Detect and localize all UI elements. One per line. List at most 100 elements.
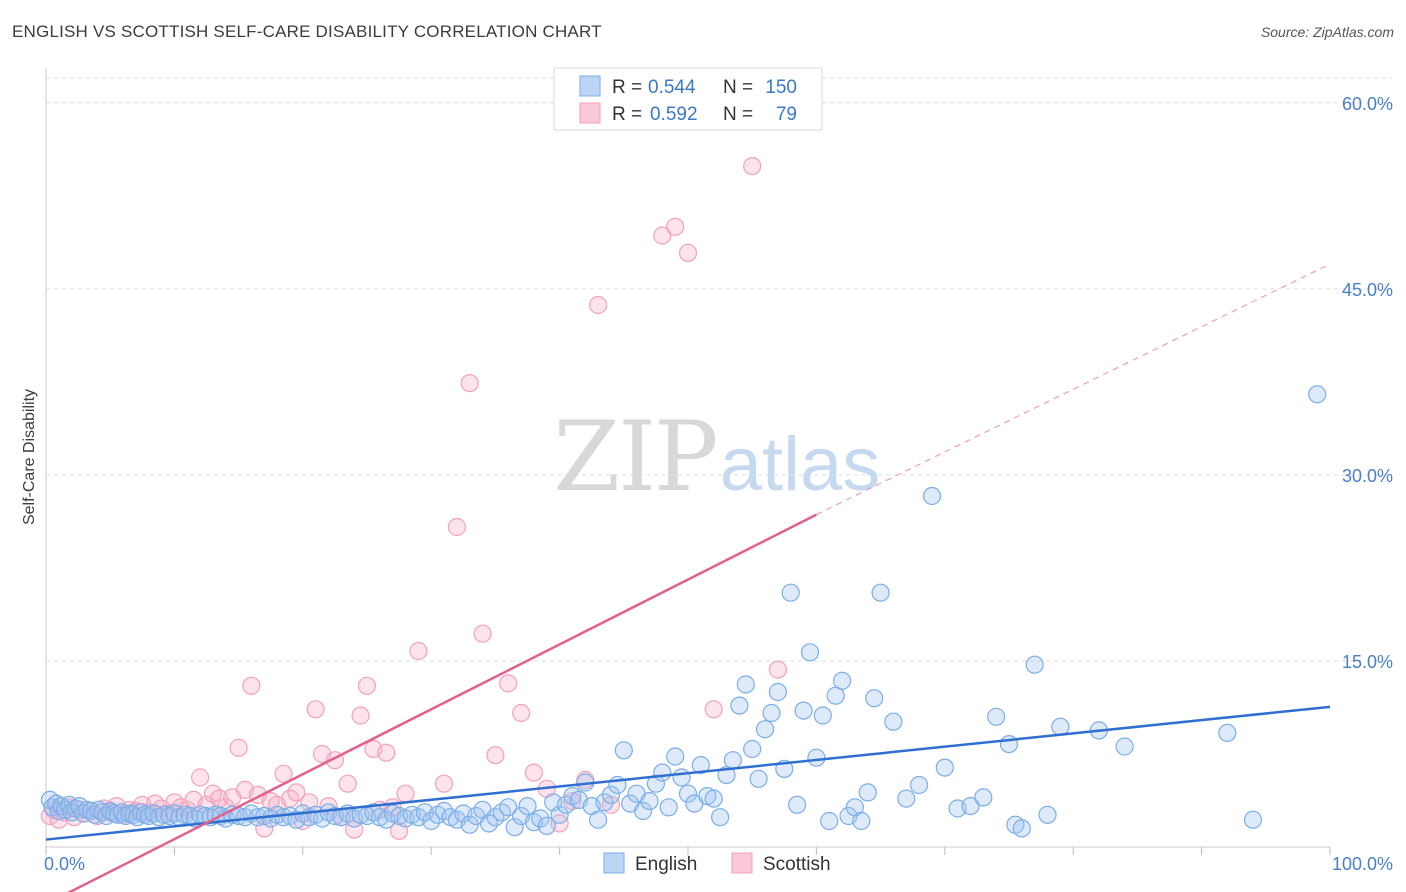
point-english: [659, 798, 678, 817]
point-english: [909, 775, 929, 795]
point-english: [768, 682, 788, 702]
point-english: [653, 763, 672, 782]
trend-line-english: [45, 705, 1331, 841]
y-axis-label: Self-Care Disability: [21, 389, 38, 525]
point-english: [595, 793, 614, 812]
chart-source: Source: ZipAtlas.com: [1260, 24, 1394, 40]
y-tick-label: 30.0%: [1342, 466, 1393, 486]
point-english: [832, 671, 852, 690]
series-legend-english-label: English: [635, 854, 697, 875]
legend-scottish-n-label: N =: [723, 104, 753, 125]
point-english: [743, 739, 762, 759]
point-scottish: [338, 774, 357, 793]
series-legend-english-swatch: [603, 852, 625, 874]
point-english: [1051, 717, 1070, 736]
point-english: [1025, 655, 1044, 674]
point-scottish: [287, 783, 306, 802]
stats-legend: R = 0.544 N = 150 R = 0.592 N = 79: [553, 67, 823, 131]
point-english: [762, 703, 781, 723]
point-english: [1243, 810, 1263, 829]
point-scottish: [255, 819, 274, 838]
point-scottish: [274, 764, 293, 783]
data-points: [40, 157, 1327, 841]
legend-english-n-label: N =: [723, 77, 753, 98]
point-scottish: [229, 738, 248, 757]
point-english: [813, 706, 832, 725]
point-scottish: [678, 243, 698, 262]
trend-lines: [45, 263, 1331, 892]
point-english: [852, 811, 871, 831]
point-scottish: [499, 674, 518, 693]
point-english: [787, 795, 807, 814]
point-scottish: [351, 706, 370, 725]
trend-line-scottish: [67, 513, 817, 892]
point-english: [871, 583, 890, 602]
point-scottish: [768, 660, 788, 679]
series-legend-scottish-swatch: [731, 852, 753, 874]
x-tick-label: 100.0%: [1332, 854, 1393, 874]
legend-scottish-r-value: 0.592: [650, 104, 698, 125]
point-english: [884, 712, 903, 731]
legend-english-r-value: 0.544: [648, 77, 696, 98]
point-english: [614, 741, 633, 760]
point-english: [537, 816, 556, 836]
point-english: [505, 818, 524, 837]
point-scottish: [242, 676, 261, 695]
point-scottish: [377, 743, 396, 762]
point-scottish: [306, 700, 325, 719]
legend-english-n-value: 150: [765, 77, 797, 98]
point-scottish: [460, 374, 479, 393]
point-english: [961, 796, 980, 816]
watermark-zip: ZIP: [553, 401, 716, 513]
point-scottish: [653, 226, 672, 245]
y-tick-labels: 15.0% 30.0% 45.0% 60.0%: [1342, 94, 1393, 672]
trend-line-scottish-extension: [816, 263, 1331, 516]
point-scottish: [524, 763, 544, 782]
point-english: [736, 675, 755, 694]
point-english: [499, 798, 518, 817]
x-tick-labels: 0.0% 100.0%: [44, 854, 1393, 874]
point-english: [704, 789, 723, 808]
point-english: [672, 768, 691, 787]
point-scottish: [434, 774, 454, 793]
point-english: [646, 774, 666, 793]
legend-english-r-label: R =: [612, 77, 642, 98]
point-english: [897, 789, 916, 808]
point-english: [723, 751, 743, 770]
watermark: ZIP atlas: [553, 401, 880, 513]
point-english: [710, 808, 730, 827]
grid-lines: [46, 77, 1392, 662]
point-scottish: [704, 700, 723, 719]
point-english: [858, 783, 877, 802]
point-scottish: [666, 217, 685, 236]
point-english: [633, 801, 653, 821]
point-english: [1012, 819, 1031, 838]
point-scottish: [473, 624, 492, 643]
chart-title: ENGLISH VS SCOTTISH SELF-CARE DISABILITY…: [12, 22, 602, 41]
point-english: [800, 643, 820, 662]
point-english: [518, 796, 537, 816]
point-english: [730, 696, 749, 715]
point-english: [1218, 723, 1237, 743]
watermark-atlas: atlas: [720, 422, 881, 507]
legend-scottish-n-value: 79: [776, 104, 797, 125]
point-english: [974, 788, 993, 807]
x-tick-label: 0.0%: [44, 854, 85, 874]
point-scottish: [447, 517, 466, 537]
point-english: [666, 747, 685, 766]
point-scottish: [588, 295, 608, 315]
point-english: [935, 758, 954, 777]
y-tick-label: 60.0%: [1342, 94, 1393, 114]
point-english: [691, 755, 710, 775]
point-english: [1115, 737, 1134, 756]
point-english: [865, 689, 884, 708]
series-legend: English Scottish: [603, 852, 831, 875]
point-scottish: [409, 641, 428, 661]
legend-scottish-r-label: R =: [612, 104, 642, 125]
point-english: [678, 784, 698, 803]
point-english: [1038, 805, 1057, 824]
point-english: [794, 701, 813, 720]
point-english: [601, 785, 621, 805]
point-english: [1308, 385, 1327, 404]
